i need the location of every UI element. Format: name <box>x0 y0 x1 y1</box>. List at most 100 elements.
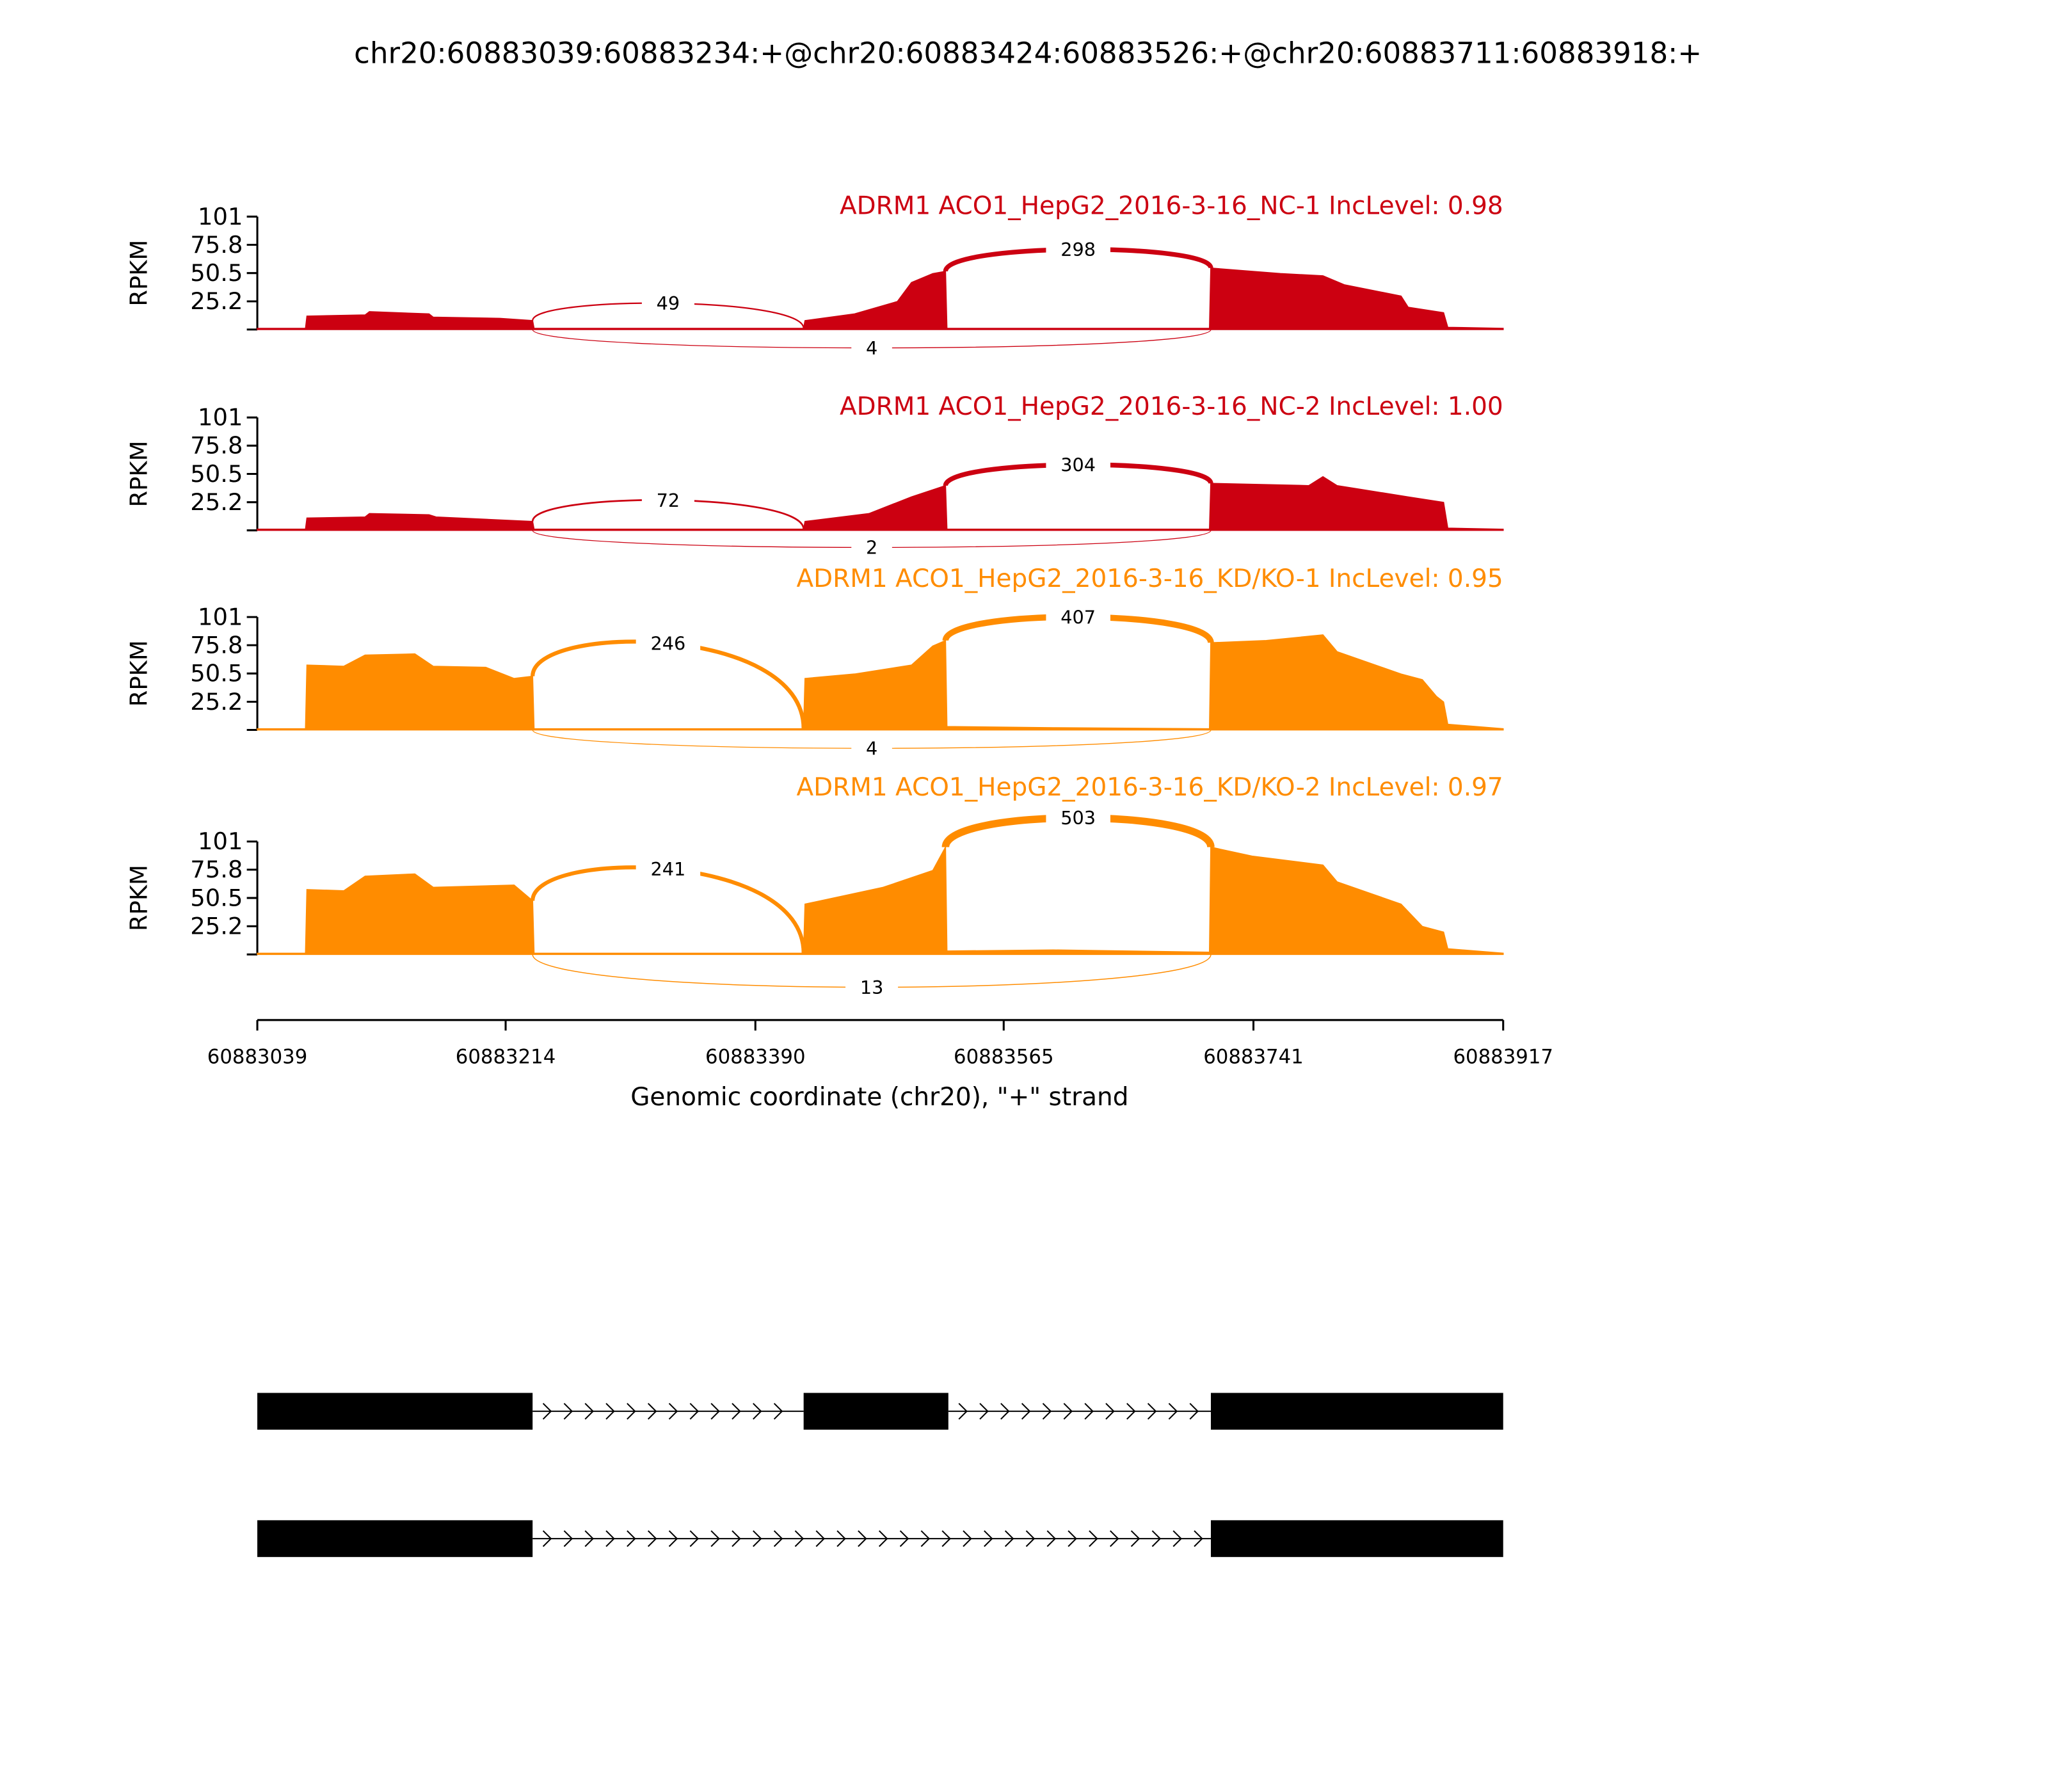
strand-arrow-icon <box>627 1530 636 1548</box>
strand-arrow-icon <box>858 1530 867 1548</box>
strand-arrow-icon <box>1021 1403 1031 1420</box>
y-tick-label: 50.5 <box>190 460 243 488</box>
strand-arrow-icon <box>1147 1403 1157 1420</box>
junction-count: 503 <box>1060 807 1096 829</box>
junction-count: 4 <box>866 337 877 359</box>
strand-arrow-icon <box>1063 1403 1073 1420</box>
strand-arrow-icon <box>941 1530 951 1548</box>
y-tick-label: 25.2 <box>190 913 243 940</box>
strand-arrow-icon <box>878 1530 888 1548</box>
x-tick-label: 60883741 <box>1203 1046 1304 1069</box>
strand-arrow-icon <box>605 1530 615 1548</box>
strand-arrow-icon <box>668 1403 678 1420</box>
exon-block <box>1210 1520 1503 1557</box>
strand-arrow-icon <box>984 1530 993 1548</box>
x-axis-label: Genomic coordinate (chr20), "+" strand <box>630 1083 1128 1112</box>
y-axis-label: RPKM <box>125 640 153 707</box>
strand-arrow-icon <box>1194 1530 1203 1548</box>
exon-block <box>257 1393 533 1430</box>
junction-label-bg <box>1046 604 1110 628</box>
strand-arrow-icon <box>732 1403 741 1420</box>
strand-arrow-icon <box>1151 1530 1162 1548</box>
strand-arrow-icon <box>1046 1530 1057 1548</box>
junction-count: 72 <box>657 490 680 511</box>
strand-arrow-icon <box>773 1530 783 1548</box>
chart-title: chr20:60883039:60883234:+@chr20:60883424… <box>354 36 1702 70</box>
junction-label-bg <box>641 487 694 511</box>
junction-label-bg <box>851 534 892 558</box>
strand-arrow-icon <box>732 1530 741 1548</box>
strand-arrow-icon <box>1172 1530 1182 1548</box>
y-axis-label: RPKM <box>125 441 153 508</box>
y-tick-label: 25.2 <box>190 287 243 315</box>
coverage-area <box>257 267 1504 330</box>
strand-arrow-icon <box>605 1403 615 1420</box>
strand-arrow-icon <box>1068 1530 1077 1548</box>
strand-arrow-icon <box>668 1530 678 1548</box>
junction-count: 298 <box>1060 239 1096 260</box>
y-tick-label: 75.8 <box>190 432 243 460</box>
strand-arrow-icon <box>542 1530 552 1548</box>
strand-arrow-icon <box>1000 1403 1010 1420</box>
junction-count: 246 <box>651 632 686 654</box>
strand-arrow-icon <box>958 1403 968 1420</box>
strand-arrow-icon <box>563 1403 573 1420</box>
strand-arrow-icon <box>773 1403 783 1420</box>
strand-arrow-icon <box>753 1403 762 1420</box>
junction-label-bg <box>636 630 701 654</box>
strand-arrow-icon <box>815 1530 826 1548</box>
strand-arrow-icon <box>1089 1530 1098 1548</box>
x-tick-label: 60883390 <box>705 1046 806 1069</box>
strand-arrow-icon <box>1042 1403 1052 1420</box>
exon-block <box>803 1393 948 1430</box>
y-tick-label: 50.5 <box>190 660 243 687</box>
junction-count: 407 <box>1060 606 1096 628</box>
sample-title: ADRM1 ACO1_HepG2_2016-3-16_NC-2 IncLevel… <box>840 392 1503 421</box>
y-tick-label: 101 <box>198 203 243 230</box>
strand-arrow-icon <box>1130 1530 1140 1548</box>
strand-arrow-icon <box>1105 1403 1115 1420</box>
x-tick-label: 60883214 <box>456 1046 556 1069</box>
x-tick-label: 60883039 <box>207 1046 308 1069</box>
sample-title: ADRM1 ACO1_HepG2_2016-3-16_KD/KO-1 IncLe… <box>797 564 1503 593</box>
y-tick-label: 50.5 <box>190 884 243 911</box>
isoform-track <box>257 1393 1503 1430</box>
sample-title: ADRM1 ACO1_HepG2_2016-3-16_NC-1 IncLevel… <box>840 191 1503 220</box>
junction-count: 241 <box>651 858 686 880</box>
strand-arrow-icon <box>1084 1403 1094 1420</box>
junction-label-bg <box>1046 451 1110 476</box>
strand-arrow-icon <box>794 1530 804 1548</box>
y-tick-label: 75.8 <box>190 631 243 659</box>
strand-arrow-icon <box>979 1403 989 1420</box>
coverage-area <box>257 634 1504 731</box>
y-tick-label: 101 <box>198 828 243 855</box>
strand-arrow-icon <box>836 1530 846 1548</box>
strand-arrow-icon <box>1168 1403 1178 1420</box>
junction-label-bg <box>1046 236 1110 260</box>
strand-arrow-icon <box>1126 1403 1136 1420</box>
strand-arrow-icon <box>1110 1530 1119 1548</box>
junction-label-bg <box>851 335 892 358</box>
strand-arrow-icon <box>647 1403 657 1420</box>
strand-arrow-icon <box>689 1530 700 1548</box>
strand-arrow-icon <box>1189 1403 1199 1420</box>
junction-label-bg <box>845 974 899 998</box>
junction-count: 2 <box>866 537 877 559</box>
strand-arrow-icon <box>753 1530 762 1548</box>
y-tick-label: 50.5 <box>190 259 243 287</box>
strand-arrow-icon <box>584 1530 594 1548</box>
junction-count: 304 <box>1060 454 1096 476</box>
strand-arrow-icon <box>627 1403 636 1420</box>
coverage-area <box>257 845 1504 956</box>
y-axis-label: RPKM <box>125 240 153 307</box>
y-tick-label: 25.2 <box>190 688 243 716</box>
strand-arrow-icon <box>963 1530 972 1548</box>
gene-model <box>257 1393 1503 1557</box>
junction-count: 13 <box>860 977 884 998</box>
strand-arrow-icon <box>563 1530 573 1548</box>
exon-block <box>1210 1393 1503 1430</box>
x-tick-label: 60883565 <box>954 1046 1054 1069</box>
